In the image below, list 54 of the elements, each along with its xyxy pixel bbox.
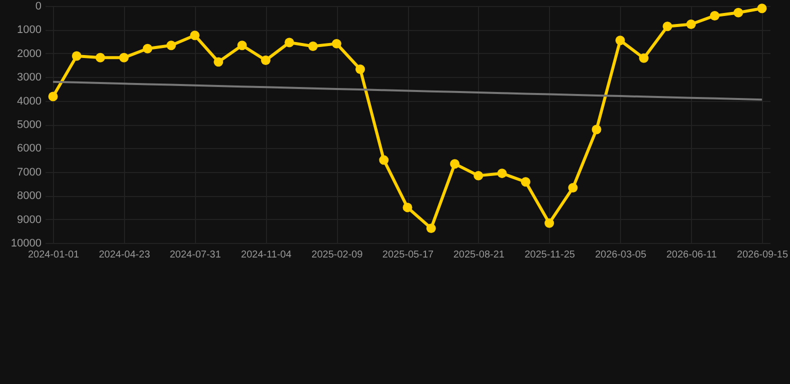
point	[142, 44, 152, 54]
y-tick-label: 3000	[17, 72, 42, 84]
point	[568, 183, 578, 193]
y-tick-label: 7000	[17, 166, 42, 178]
point	[284, 38, 294, 48]
x-tick-label: 2025-02-09	[312, 250, 364, 260]
y-tick-label: 6000	[17, 142, 42, 155]
point	[190, 30, 200, 40]
point	[757, 4, 767, 14]
point	[308, 42, 318, 52]
point	[450, 159, 460, 169]
y-tick-label: 0	[35, 0, 42, 12]
point	[237, 40, 247, 50]
y-tick-label: 10000	[10, 238, 42, 250]
x-tick-label: 2024-01-01	[28, 250, 80, 260]
y-tick-label: 4000	[17, 95, 42, 108]
point	[497, 168, 507, 178]
x-tick-label: 2026-09-15	[736, 250, 788, 260]
x-tick-label: 2026-06-11	[666, 250, 718, 260]
point	[734, 8, 744, 18]
point	[48, 92, 58, 102]
y-tick-label: 9000	[17, 214, 42, 226]
line-series	[52, 80, 763, 101]
y-tick-label: 5000	[17, 119, 42, 131]
point	[214, 57, 224, 67]
x-tick-label: 2024-04-23	[98, 250, 150, 260]
point	[474, 170, 484, 180]
point	[662, 22, 672, 32]
x-tick-label: 2024-11-04	[241, 250, 292, 260]
point	[332, 38, 342, 48]
point	[426, 224, 436, 234]
x-tick-label: 2024-07-31	[170, 250, 222, 260]
y-tick-label: 1000	[17, 24, 42, 36]
point	[72, 51, 82, 61]
point	[592, 124, 602, 134]
point	[686, 20, 696, 29]
point	[119, 52, 129, 62]
x-tick-label: 2025-08-21	[453, 250, 505, 260]
point	[96, 52, 106, 62]
point	[639, 53, 649, 63]
point	[710, 10, 720, 20]
y-tick-label: 8000	[17, 190, 42, 202]
point	[166, 40, 176, 50]
point	[520, 177, 530, 187]
point	[355, 64, 365, 74]
point	[260, 56, 270, 66]
y-tick-label: 2000	[17, 48, 42, 60]
x-tick-label: 2025-05-17	[382, 250, 434, 260]
point	[544, 218, 554, 228]
point	[615, 36, 625, 46]
x-tick-label: 2026-03-05	[595, 250, 647, 260]
point	[379, 155, 389, 165]
x-tick-label: 2025-11-25	[524, 250, 576, 260]
point	[402, 202, 412, 212]
